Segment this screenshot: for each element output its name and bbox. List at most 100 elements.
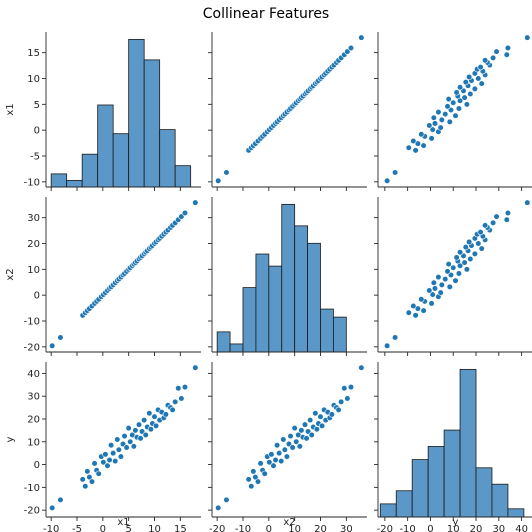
- x-axis-label-x1: x1: [117, 517, 129, 528]
- x-tick-label: 40: [515, 524, 528, 532]
- scatter-point-x1-vs-y-13: [426, 122, 433, 129]
- scatter-point-x2-vs-y-4: [420, 307, 427, 314]
- scatter-point-y-vs-x2-14: [272, 456, 279, 464]
- scatter-point-y-vs-x2-20: [283, 453, 291, 460]
- x-tick-label: -20: [209, 524, 225, 532]
- scatter-point-y-vs-x1-27: [130, 443, 137, 450]
- y-axis-label-y: y: [5, 436, 16, 442]
- hist-bar-y-2: [411, 459, 429, 518]
- hist-bar-x2-2: [242, 287, 257, 353]
- scatter-point-y-vs-x2-9: [261, 470, 268, 477]
- scatter-point-y-vs-x1-22: [121, 432, 128, 440]
- scatter-point-x1-vs-y-51: [493, 48, 500, 55]
- scatter-point-x1-vs-y-9: [418, 131, 425, 138]
- scatter-point-x1-vs-y-53: [524, 34, 531, 41]
- scatter-point-y-vs-x1-18: [114, 436, 121, 443]
- scatter-point-x1-vs-y-1: [391, 169, 399, 176]
- scatter-point-x2-vs-x1-1: [57, 334, 64, 341]
- x-tick-label: 0: [266, 524, 272, 532]
- x-tick-label: 0: [427, 524, 433, 532]
- scatter-point-x1-vs-y-25: [450, 99, 457, 106]
- scatter-point-y-vs-x1-49: [172, 398, 179, 405]
- scatter-point-x2-vs-y-22: [455, 270, 463, 277]
- scatter-point-y-vs-x2-49: [338, 398, 345, 405]
- scatter-point-y-vs-x2-39: [317, 413, 324, 420]
- scatter-point-x2-vs-y-27: [445, 261, 452, 268]
- hist-bar-y-8: [507, 508, 525, 518]
- scatter-point-y-vs-x1-15: [107, 442, 115, 449]
- scatter-point-x1-vs-y-31: [453, 89, 460, 96]
- scatter-point-x2-vs-y-39: [475, 240, 482, 247]
- hist-bar-x2-7: [307, 242, 321, 353]
- scatter-point-y-vs-x1-4: [84, 468, 91, 475]
- scatter-point-x1-vs-y-50: [503, 51, 510, 58]
- scatter-point-x2-vs-y-19: [442, 276, 449, 283]
- scatter-point-y-vs-x2-1: [223, 496, 230, 504]
- scatter-point-x2-vs-y-12: [437, 289, 444, 296]
- x-tick-label: -10: [235, 524, 251, 532]
- hist-bar-x1-0: [50, 173, 68, 188]
- scatter-point-x2-vs-x1-53: [192, 199, 199, 206]
- scatter-point-y-vs-x2-25: [293, 438, 300, 445]
- scatter-point-y-vs-x1-30: [135, 421, 143, 428]
- scatter-point-x2-vs-y-45: [477, 229, 484, 236]
- scatter-point-y-vs-x1-0: [49, 504, 56, 511]
- y-tick-label: 0: [34, 460, 40, 471]
- y-tick-label: 0: [34, 126, 40, 137]
- scatter-point-x1-vs-y-4: [420, 142, 427, 149]
- scatter-point-x1-vs-y-15: [446, 118, 453, 125]
- scatter-point-x2-vs-y-40: [466, 238, 473, 246]
- x-tick-label: -5: [72, 524, 82, 532]
- scatter-point-x2-vs-x1-0: [49, 342, 56, 349]
- scatter-point-y-vs-x2-24: [291, 425, 298, 432]
- scatter-point-y-vs-x1-33: [141, 417, 148, 424]
- y-tick-label: -10: [24, 317, 40, 328]
- x-axis-label-x2: x2: [283, 517, 295, 528]
- y-tick-label: 30: [27, 392, 40, 403]
- scatter-point-x1-vs-y-17: [430, 114, 437, 121]
- scatter-point-x1-vs-x2-0: [215, 177, 222, 184]
- scatter-point-y-vs-x2-45: [328, 411, 335, 418]
- scatter-point-y-vs-x1-6: [88, 478, 96, 485]
- scatter-point-x1-vs-y-0: [384, 177, 391, 184]
- scatter-point-y-vs-x1-2: [79, 476, 86, 483]
- scatter-point-x1-vs-y-11: [429, 126, 436, 133]
- scatter-point-y-vs-x2-40: [318, 422, 326, 429]
- scatter-point-x1-vs-y-7: [428, 135, 435, 142]
- scatter-point-x1-vs-y-28: [461, 94, 468, 101]
- x-tick-label: -10: [399, 524, 415, 532]
- scatter-point-x1-vs-y-52: [504, 44, 512, 52]
- scatter-point-y-vs-x1-20: [117, 453, 125, 460]
- scatter-point-y-vs-x1-51: [178, 395, 185, 402]
- panel-x1-vs-x2: [208, 32, 367, 191]
- scatter-point-x2-vs-y-1: [391, 334, 399, 341]
- scatter-point-y-vs-x1-19: [115, 446, 122, 453]
- scatter-point-x1-vs-y-24: [463, 101, 470, 108]
- scatter-point-y-vs-x2-19: [281, 446, 288, 453]
- x-tick-label: -20: [377, 524, 393, 532]
- scatter-point-x2-vs-y-14: [431, 285, 439, 292]
- hist-bar-x2-3: [255, 253, 270, 353]
- scatter-point-x2-vs-y-7: [428, 300, 435, 307]
- scatter-point-y-vs-x1-45: [162, 411, 169, 418]
- scatter-point-y-vs-x1-50: [175, 385, 182, 392]
- y-tick-label: 20: [27, 239, 40, 250]
- scatter-point-x1-vs-y-5: [414, 140, 421, 147]
- scatter-point-y-vs-x2-31: [303, 435, 310, 442]
- scatter-point-y-vs-x2-4: [250, 468, 257, 475]
- scatter-point-y-vs-x2-48: [335, 406, 342, 413]
- scatter-point-y-vs-x2-7: [257, 460, 264, 467]
- hist-bar-x2-8: [320, 308, 334, 353]
- y-tick-label: 0: [34, 291, 40, 302]
- scatter-point-y-vs-x1-23: [123, 444, 130, 451]
- scatter-point-y-vs-x2-27: [296, 443, 303, 450]
- panel-y-vs-y: -20 -10 0 10 20 30 40: [374, 362, 532, 532]
- y-tick-label: -20: [24, 506, 40, 517]
- scatter-point-x1-vs-y-48: [482, 57, 489, 64]
- scatter-point-y-vs-x2-17: [278, 458, 285, 465]
- x-tick-label: 30: [492, 524, 505, 532]
- scatter-point-x1-vs-y-23: [444, 103, 451, 110]
- y-tick-label: 10: [27, 265, 40, 276]
- scatter-point-y-vs-x1-17: [112, 458, 119, 465]
